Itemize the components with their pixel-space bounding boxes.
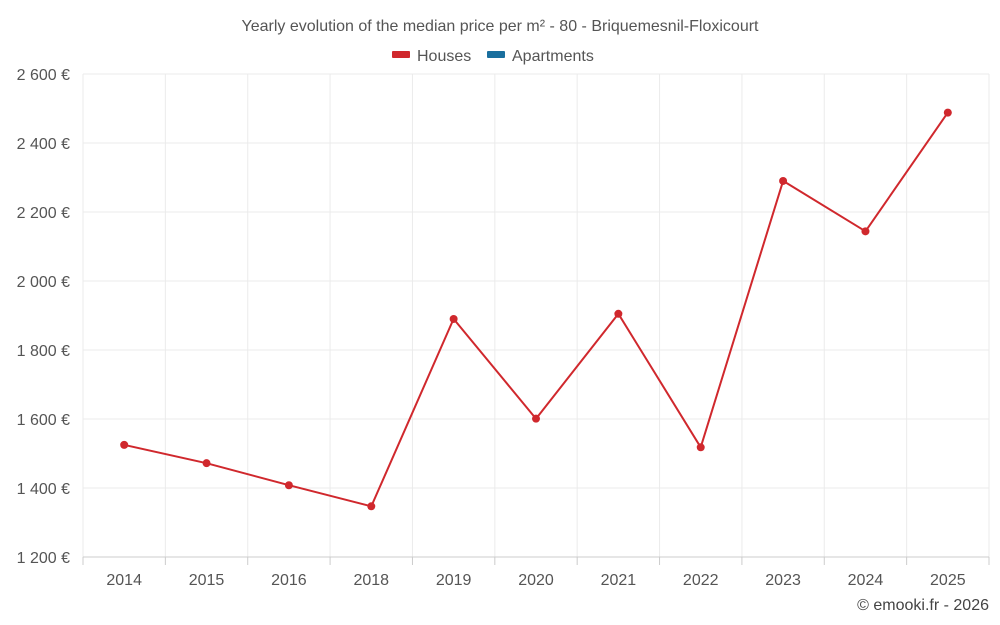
legend-label-houses[interactable]: Houses (417, 48, 471, 65)
y-tick-label: 1 800 € (17, 343, 70, 360)
data-point[interactable] (449, 314, 458, 323)
x-tick-label: 2020 (518, 572, 554, 589)
x-tick-label: 2022 (683, 572, 719, 589)
y-tick-label: 2 400 € (17, 136, 70, 153)
x-tick-label: 2018 (353, 572, 389, 589)
y-tick-label: 1 200 € (17, 550, 70, 567)
data-point[interactable] (861, 227, 870, 236)
x-axis-ticks: 2014 2015 2016 2018 2019 2020 2021 2022 2023 2024… (82, 557, 990, 589)
data-point[interactable] (284, 481, 293, 490)
x-tick-label: 2024 (848, 572, 884, 589)
data-point[interactable] (696, 443, 705, 452)
legend-swatch-apartments (487, 51, 505, 58)
data-point[interactable] (120, 440, 129, 449)
series-layer (120, 108, 952, 511)
data-point[interactable] (532, 414, 540, 423)
x-tick-label: 2019 (436, 572, 472, 589)
chart-title: Yearly evolution of the median price per… (242, 18, 760, 35)
data-point[interactable] (202, 459, 211, 468)
x-tick-label: 2023 (765, 572, 801, 589)
data-point[interactable] (367, 502, 376, 511)
y-tick-label: 2 000 € (17, 274, 70, 291)
legend-swatch-houses (392, 51, 410, 58)
y-tick-label: 1 600 € (17, 412, 70, 429)
grid-lines (82, 73, 990, 557)
y-tick-label: 2 600 € (17, 67, 70, 84)
credit-text: © emooki.fr - 2026 (857, 597, 989, 614)
data-point[interactable] (779, 176, 788, 185)
x-tick-label: 2021 (601, 572, 637, 589)
chart-legend: Houses Apartments (392, 48, 594, 65)
y-axis-ticks: 1 200 € 1 400 € 1 600 € 1 800 € 2 000 € 2 200… (17, 67, 70, 567)
x-tick-label: 2025 (930, 572, 966, 589)
data-point[interactable] (614, 309, 623, 318)
legend-label-apartments[interactable]: Apartments (512, 48, 594, 65)
data-point[interactable] (943, 108, 952, 117)
y-tick-label: 1 400 € (17, 481, 70, 498)
x-tick-label: 2014 (106, 572, 142, 589)
x-tick-label: 2016 (271, 572, 307, 589)
x-tick-label: 2015 (189, 572, 225, 589)
y-tick-label: 2 200 € (17, 205, 70, 222)
